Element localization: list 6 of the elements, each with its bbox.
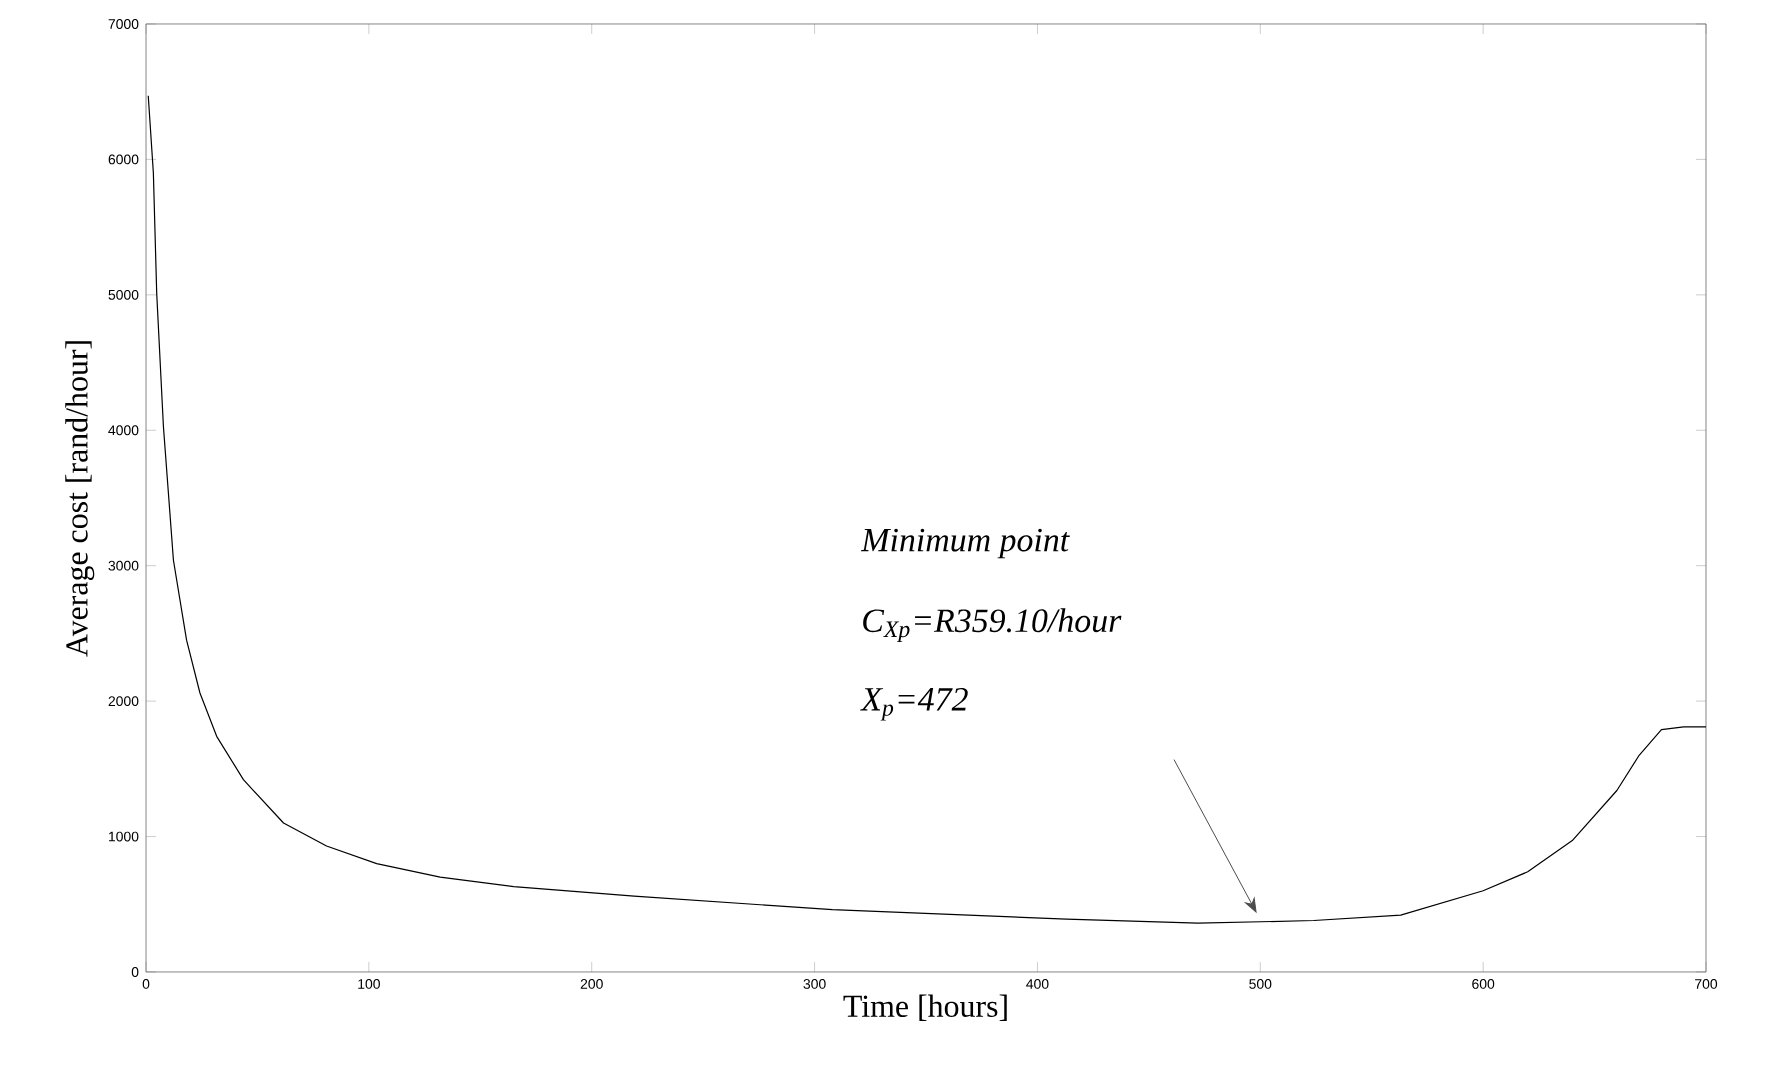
annotation: C$_{Xp}$=R359.10/hour [863, 608, 1122, 643]
line-series [147, 95, 1707, 924]
annotation: Minimum point [860, 528, 1070, 559]
y-axis-title: Average cost [rand/hour] [65, 341, 95, 657]
annotation: X$_{p}$=472 [860, 687, 968, 721]
x-axis-title: Time [hours] [843, 994, 1007, 1021]
